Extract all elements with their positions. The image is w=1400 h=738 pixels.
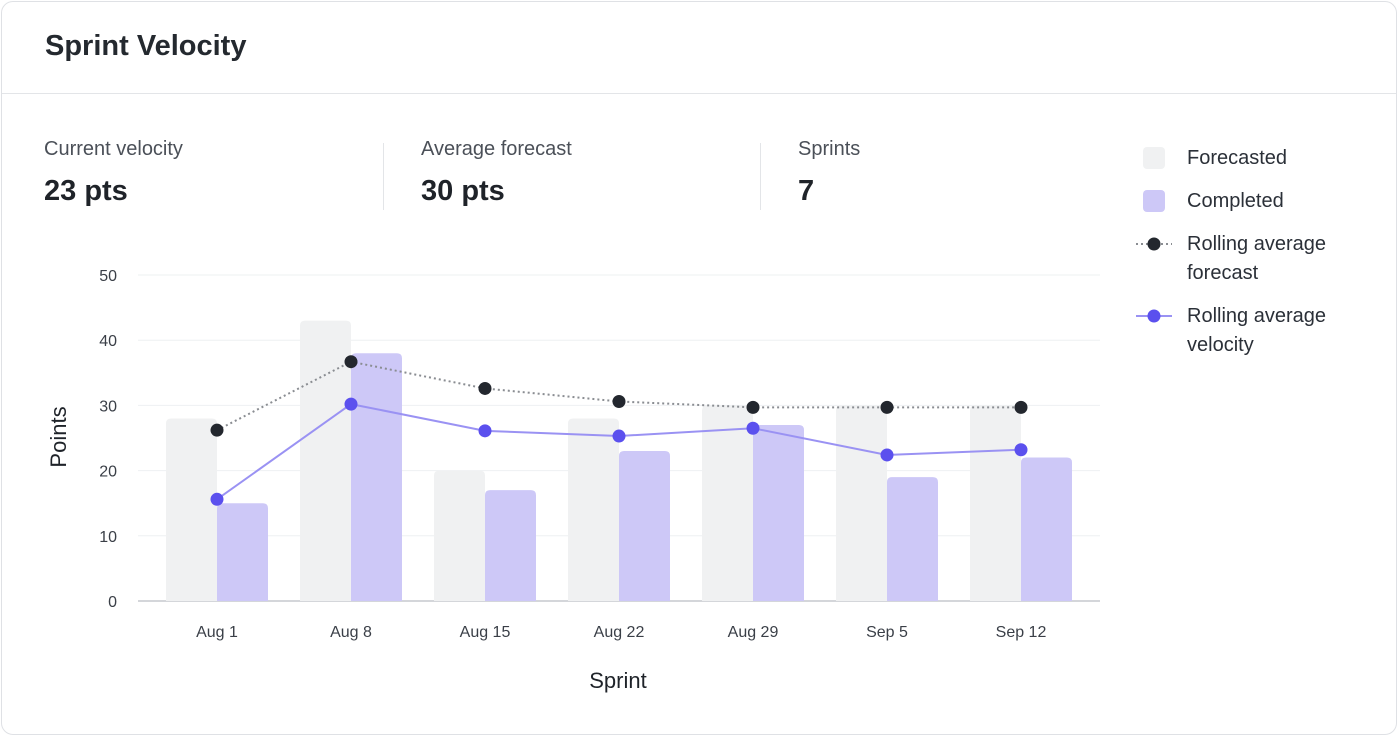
rolling-forecast-point <box>344 355 358 369</box>
forecasted-bar <box>434 470 485 601</box>
line-marker-icon <box>1136 309 1172 323</box>
y-tick-label: 0 <box>108 594 117 611</box>
rolling-forecast-point <box>1014 400 1028 414</box>
card-title: Sprint Velocity <box>45 30 247 62</box>
completed-bar <box>619 451 670 601</box>
rolling-velocity-point <box>612 429 626 443</box>
stat-value: 23 pts <box>44 175 128 207</box>
completed-bar <box>217 503 268 601</box>
forecasted-bar <box>836 405 887 601</box>
stat-value: 7 <box>798 175 815 207</box>
completed-bar <box>485 490 536 601</box>
rolling-velocity-point <box>1014 443 1028 457</box>
completed-bar <box>351 353 402 601</box>
rolling-forecast-point <box>612 394 626 408</box>
stat-label: Current velocity <box>44 138 183 160</box>
x-axis-title: Sprint <box>589 668 646 693</box>
rolling-velocity-point <box>210 492 224 506</box>
dotted-line-marker-icon <box>1136 237 1172 251</box>
legend-label: Forecasted <box>1187 147 1288 169</box>
x-tick-label: Aug 29 <box>728 624 779 641</box>
stat-label: Sprints <box>798 138 861 160</box>
rolling-forecast-point <box>210 423 224 437</box>
divider <box>760 143 761 210</box>
x-tick-label: Sep 5 <box>866 624 908 641</box>
forecasted-bar <box>970 405 1021 601</box>
legend-label: Rolling average velocity <box>1187 305 1326 356</box>
rolling-velocity-point <box>880 448 894 462</box>
stat-value: 30 pts <box>421 175 505 207</box>
y-tick-label: 10 <box>99 529 117 546</box>
x-tick-label: Aug 15 <box>460 624 511 641</box>
stat-current-velocity: Current velocity 23 pts <box>44 138 183 208</box>
stat-average-forecast: Average forecast 30 pts <box>421 138 572 208</box>
divider <box>383 143 384 210</box>
x-tick-label: Aug 8 <box>330 624 372 641</box>
x-tick-label: Aug 1 <box>196 624 238 641</box>
stat-sprints: Sprints 7 <box>798 138 860 208</box>
x-tick-label: Sep 12 <box>996 624 1047 641</box>
y-tick-label: 40 <box>99 333 117 350</box>
y-axis-title: Points <box>46 406 71 467</box>
forecasted-swatch-icon <box>1143 147 1165 169</box>
y-tick-label: 50 <box>99 268 117 285</box>
stat-label: Average forecast <box>421 138 572 160</box>
forecasted-bar <box>702 405 753 601</box>
x-tick-label: Aug 22 <box>594 624 645 641</box>
forecasted-bar <box>300 320 351 601</box>
legend-label: Completed <box>1187 190 1284 212</box>
y-tick-label: 30 <box>99 398 117 415</box>
rolling-velocity-point <box>478 424 492 438</box>
forecasted-bar <box>568 418 619 601</box>
rolling-forecast-point <box>746 400 760 414</box>
completed-bar <box>887 477 938 601</box>
forecasted-bar <box>166 418 217 601</box>
completed-bar <box>1021 457 1072 601</box>
rolling-velocity-point <box>344 397 358 411</box>
rolling-forecast-point <box>880 400 894 414</box>
legend-label: Rolling average forecast <box>1187 233 1326 284</box>
rolling-forecast-point <box>478 381 492 395</box>
y-tick-label: 20 <box>99 464 117 481</box>
rolling-velocity-point <box>746 421 760 435</box>
card-header: Sprint Velocity <box>2 2 1396 94</box>
completed-bar <box>753 424 804 601</box>
completed-swatch-icon <box>1143 190 1165 212</box>
